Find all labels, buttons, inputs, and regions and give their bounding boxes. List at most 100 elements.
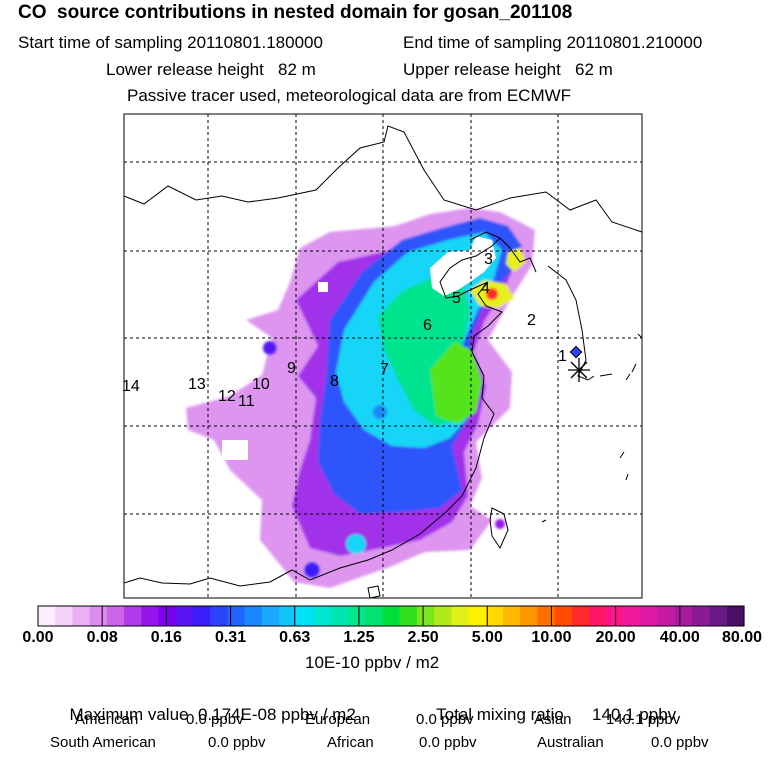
colorbar-swatch: [227, 606, 246, 626]
total-mixing-line: Total mixing ratio 140.1 ppbv: [427, 685, 676, 725]
colorbar-tick-label: 20.00: [595, 629, 636, 646]
colorbar-tick-label: 2.50: [407, 629, 439, 646]
region-label-6: 6: [423, 317, 432, 334]
colorbar-tick-label: 40.00: [659, 629, 700, 646]
colorbar-swatch: [520, 606, 538, 626]
colorbar-swatch: [124, 606, 142, 626]
colorbar-swatch: [434, 606, 452, 626]
colorbar-swatch: [485, 606, 504, 626]
colorbar-swatch: [158, 606, 177, 626]
region-label-9: 9: [287, 360, 296, 377]
colorbar-swatch: [279, 606, 297, 626]
receptor-diamond: [569, 345, 583, 359]
colorbar-swatch: [261, 606, 280, 626]
max-unit: ppbv / m2: [281, 705, 356, 724]
colorbar-swatch: [330, 606, 349, 626]
stat-south-american-value: 0.0 ppbv: [208, 734, 266, 751]
field-spot-hubei: [373, 405, 387, 419]
colorbar-tick-label: 80.00: [721, 629, 763, 646]
maximum-value-line: Maximum value 0.174E-08 ppbv / m2: [60, 685, 356, 725]
stat-european-label: European: [305, 711, 371, 728]
colorbar-units: 10E-10 ppbv / m2: [305, 653, 440, 672]
region-label-5: 5: [452, 290, 461, 307]
field-spot-south: [304, 562, 320, 578]
white-patch-2: [318, 282, 328, 292]
region-label-8: 8: [330, 373, 339, 390]
field-spot-guangdong: [346, 534, 366, 554]
lat-lon-grid: [124, 114, 642, 598]
colorbar-tick-label: 0.16: [150, 629, 182, 646]
colorbar-swatch: [468, 606, 487, 626]
passive-tracer-label: Passive tracer used, meteorological data…: [127, 86, 572, 105]
colorbar-swatch: [210, 606, 229, 626]
colorbar-swatch: [365, 606, 383, 626]
field-yellow-liaodong: [506, 248, 526, 272]
colorbar-swatch: [675, 606, 693, 626]
concentration-field: [186, 208, 535, 588]
colorbar-swatch: [623, 606, 642, 626]
colorbar-tick-label: 0.00: [22, 629, 54, 646]
end-time-label: End time of sampling 20110801.210000: [403, 33, 703, 52]
stat-american-value: 0.0 ppbv: [186, 711, 244, 728]
colorbar-swatch: [692, 606, 711, 626]
colorbar-swatch: [451, 606, 470, 626]
max-value: 0.174E-08: [197, 705, 277, 724]
region-label-14: 14: [122, 378, 140, 395]
region-label-13: 13: [188, 376, 206, 393]
map-frame: [123, 113, 643, 599]
colorbar-swatch: [296, 606, 315, 626]
lower-release-label: Lower release height 82 m: [106, 60, 316, 79]
colorbar-swatch: [416, 606, 435, 626]
colorbar-tick-label: 1.25: [343, 629, 375, 646]
colorbar-swatch: [554, 606, 573, 626]
total-label: Total mixing ratio: [436, 705, 564, 724]
colorbar-swatch: [502, 606, 521, 626]
region-label-11: 11: [238, 393, 255, 410]
region-label-10: 10: [252, 376, 270, 393]
colorbar-swatch: [726, 606, 745, 626]
colorbar-swatch: [589, 606, 607, 626]
colorbar-tick-label: 0.08: [86, 629, 118, 646]
stat-south-american-label: South American: [50, 734, 156, 751]
colorbar-swatch: [72, 606, 91, 626]
stat-asian-label: Asian: [534, 711, 572, 728]
colorbar-swatch: [55, 606, 74, 626]
region-label-1: 1: [558, 348, 567, 365]
region-label-3: 3: [484, 251, 493, 268]
upper-release-label: Upper release height 62 m: [403, 60, 613, 79]
stat-african-label: African: [327, 734, 374, 751]
stat-asian-value: 140.1 ppbv: [606, 711, 681, 728]
stat-african-value: 0.0 ppbv: [419, 734, 477, 751]
colorbar-tick-label: 5.00: [471, 629, 503, 646]
chart-title: CO source contributions in nested domain…: [18, 2, 573, 23]
colorbar-swatch: [175, 606, 194, 626]
colorbar-tick-label: 0.63: [279, 629, 311, 646]
stat-american-label: American: [75, 711, 139, 728]
region-label-7: 7: [380, 361, 389, 378]
colorbar: [37, 605, 745, 627]
colorbar-swatch: [89, 606, 108, 626]
region-label-12: 12: [218, 388, 236, 405]
colorbar-swatch: [38, 606, 56, 626]
region-label-4: 4: [481, 280, 490, 297]
colorbar-swatch: [347, 606, 366, 626]
white-patch-1: [222, 440, 248, 460]
colorbar-swatch: [657, 606, 676, 626]
start-time-label: Start time of sampling 20110801.180000: [18, 33, 323, 52]
colorbar-swatch: [244, 606, 263, 626]
colorbar-swatch: [192, 606, 211, 626]
field-spot-taiwan: [495, 519, 505, 529]
colorbar-swatch: [313, 606, 332, 626]
field-spot-west: [263, 341, 277, 355]
colorbar-tick-label: 10.00: [531, 629, 572, 646]
field-max-red: [486, 288, 498, 300]
stat-australian-value: 0.0 ppbv: [651, 734, 709, 751]
field-green: [430, 342, 482, 424]
stat-australian-label: Australian: [537, 734, 604, 751]
colorbar-swatch: [141, 606, 160, 626]
colorbar-swatch: [106, 606, 125, 626]
colorbar-swatch: [399, 606, 418, 626]
colorbar-tick-label: 0.31: [214, 629, 247, 646]
stat-european-value: 0.0 ppbv: [416, 711, 474, 728]
